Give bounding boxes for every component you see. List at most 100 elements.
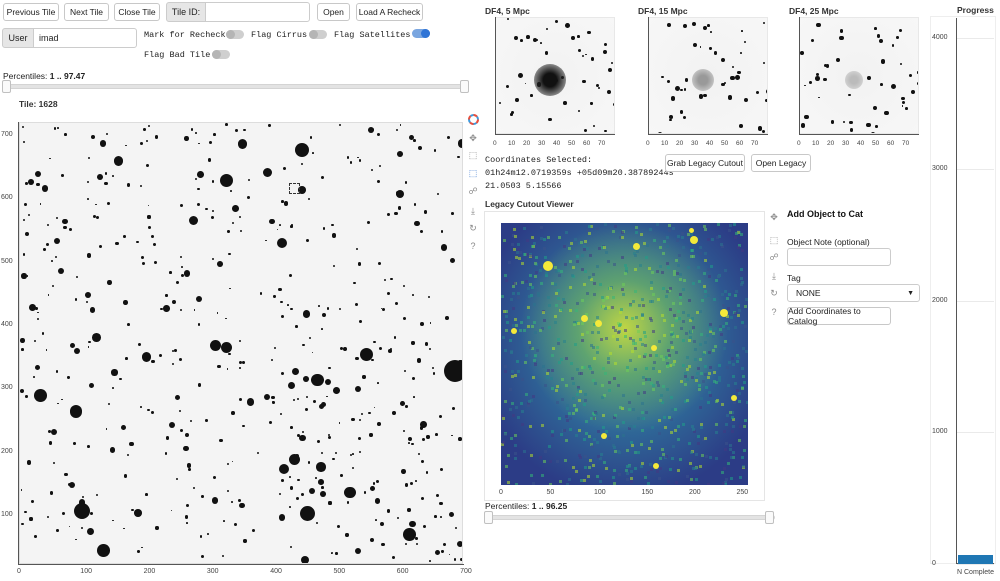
thumbnail-x-tick: 20 [523, 140, 531, 147]
thumbnail-x-tick: 50 [568, 140, 576, 147]
thumbnail-x-tick: 70 [598, 140, 606, 147]
thumbnail-x-tick: 30 [691, 140, 699, 147]
box-zoom-icon[interactable]: ⬚ [468, 149, 478, 160]
reset-icon[interactable]: ↻ [469, 222, 477, 233]
legacy-tap-icon[interactable]: ☍ [769, 251, 779, 262]
progress-gridline [957, 300, 994, 302]
grab-legacy-cutout-button[interactable]: Grab Legacy Cutout [665, 154, 745, 172]
legacy-plot-border [484, 211, 765, 501]
coordinates-sexagesimal: 01h24m12.0719359s +05d09m20.38789244s [485, 168, 674, 178]
main-x-tick: 600 [396, 568, 409, 575]
thumbnail-x-tick: 30 [538, 140, 546, 147]
previous-tile-button[interactable]: Previous Tile [3, 3, 59, 21]
main-y-tick: 200 [1, 447, 13, 455]
legacy-reset-icon[interactable]: ↻ [770, 287, 778, 298]
main-x-tick: 200 [143, 568, 156, 575]
thumbnail-x-tick: 40 [553, 140, 561, 147]
legacy-slider-handle-low[interactable] [484, 511, 493, 524]
legacy-percentiles-label: Percentiles: [485, 501, 530, 511]
mark-recheck-toggle[interactable] [226, 30, 244, 39]
thumbnail-image[interactable] [648, 17, 768, 134]
thumbnail-x-tick: 10 [508, 140, 516, 147]
mark-recheck-label: Mark for Recheck [144, 30, 226, 40]
legacy-help-icon[interactable]: ? [771, 307, 777, 317]
thumbnail-x-tick: 60 [887, 140, 895, 147]
main-tile-image[interactable] [19, 122, 463, 564]
thumbnail-x-tick: 70 [751, 140, 759, 147]
thumbnail-x-tick: 0 [493, 140, 497, 147]
galaxy-blob [692, 69, 714, 91]
thumbnail-x-tick: 0 [797, 140, 801, 147]
box-select-icon[interactable]: ⬚ [468, 167, 478, 178]
legacy-box-zoom-icon[interactable]: ⬚ [769, 234, 779, 245]
thumbnail-x-tick: 20 [676, 140, 684, 147]
main-x-tick: 700 [460, 568, 472, 575]
thumbnail-x-tick: 40 [857, 140, 865, 147]
main-y-tick: 300 [1, 384, 13, 392]
tap-icon[interactable]: ☍ [468, 185, 478, 196]
flag-satellites-toggle[interactable] [412, 29, 430, 38]
galaxy-blob [534, 64, 566, 96]
tile-id-input[interactable] [205, 2, 310, 22]
tile-title: Tile: 1628 [19, 99, 58, 109]
add-coordinates-button[interactable]: Add Coordinates to Catalog [787, 306, 891, 326]
main-slider-handle-high[interactable] [460, 80, 469, 93]
pan-icon[interactable]: ✥ [469, 132, 477, 143]
flag-bad-tile-toggle[interactable] [212, 50, 230, 59]
coordinates-decimal: 21.0503 5.15566 [485, 181, 562, 191]
thumbnail-x-tick: 50 [721, 140, 729, 147]
progress-gridline [957, 169, 994, 171]
thumbnail-x-tick: 20 [827, 140, 835, 147]
main-slider-handle-low[interactable] [2, 80, 11, 93]
dropdown-arrow-icon: ▼ [907, 289, 914, 297]
thumbnail-x-tick: 60 [583, 140, 591, 147]
save-icon[interactable]: ⤓ [471, 205, 475, 216]
thumbnail-image[interactable] [799, 17, 919, 134]
thumbnail-image[interactable] [495, 17, 615, 134]
help-icon[interactable]: ? [470, 241, 476, 251]
legacy-x-tick: 50 [546, 489, 555, 496]
legacy-x-tick: 150 [641, 489, 654, 496]
progress-y-tick: 0 [932, 560, 936, 567]
thumbnail-x-tick: 70 [902, 140, 910, 147]
legacy-percentiles-slider[interactable] [484, 511, 775, 524]
thumbnail-x-tick: 40 [706, 140, 714, 147]
progress-y-tick: 3000 [932, 165, 948, 173]
object-note-input[interactable] [787, 248, 891, 266]
main-y-tick: 400 [1, 320, 13, 328]
galaxy-blob [845, 71, 863, 89]
thumbnail-x-tick: 30 [842, 140, 850, 147]
main-y-tick: 500 [1, 257, 13, 265]
flag-cirrus-label: Flag Cirrus [251, 30, 308, 40]
legacy-slider-handle-high[interactable] [765, 511, 774, 524]
legacy-x-tick: 100 [594, 489, 606, 496]
legacy-viewer-title: Legacy Cutout Viewer [485, 199, 574, 209]
flag-bad-tile-label: Flag Bad Tile [144, 50, 211, 60]
load-recheck-button[interactable]: Load A Recheck [356, 3, 423, 21]
main-x-tick: 500 [333, 568, 346, 575]
next-tile-button[interactable]: Next Tile [64, 3, 109, 21]
thumbnail-x-tick: 50 [872, 140, 880, 147]
close-tile-button[interactable]: Close Tile [114, 3, 160, 21]
flag-cirrus-toggle[interactable] [309, 30, 327, 39]
legacy-save-icon[interactable]: ⤓ [772, 270, 776, 281]
main-percentiles-slider[interactable] [2, 80, 469, 93]
legacy-pan-icon[interactable]: ✥ [770, 211, 778, 222]
open-legacy-button[interactable]: Open Legacy [751, 154, 811, 172]
main-percentiles-label: Percentiles: [3, 71, 48, 81]
progress-gridline [957, 37, 994, 39]
main-percentiles-text: Percentiles: 1 .. 97.47 [3, 71, 85, 81]
legacy-cutout-image[interactable] [501, 223, 748, 485]
user-input[interactable]: imad [33, 28, 137, 48]
thumbnail-title: DF4, 5 Mpc [485, 6, 530, 16]
coordinates-header: Coordinates Selected: [485, 155, 593, 165]
progress-y-tick: 1000 [932, 428, 948, 436]
progress-title: Progress [957, 5, 994, 15]
tag-select[interactable]: NONE ▼ [787, 284, 920, 302]
thumbnail-title: DF4, 15 Mpc [638, 6, 688, 16]
tag-label: Tag [787, 273, 801, 283]
main-y-tick: 100 [1, 510, 13, 518]
open-button[interactable]: Open [317, 3, 350, 21]
thumbnail-x-tick: 60 [736, 140, 744, 147]
progress-gridline [957, 564, 994, 565]
